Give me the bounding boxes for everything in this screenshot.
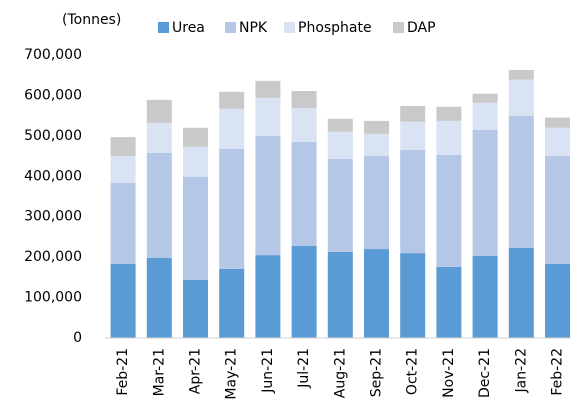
- x-tick-label: Feb-21: [115, 348, 131, 396]
- bar-segment: [545, 156, 570, 265]
- bar-segment: [110, 156, 136, 183]
- bar-segment: [255, 255, 281, 338]
- legend-label: Urea: [172, 20, 205, 36]
- bar-segment: [183, 279, 208, 338]
- bar-segment: [327, 158, 353, 252]
- y-tick-label: 700,000: [24, 47, 82, 63]
- bar-segment: [472, 129, 498, 256]
- bar-segment: [545, 117, 570, 128]
- legend-swatch: [158, 22, 169, 33]
- bar-segment: [508, 79, 534, 116]
- bar-segment: [219, 91, 245, 109]
- bar-segment: [364, 120, 389, 134]
- y-tick-label: 0: [73, 330, 82, 346]
- y-tick-label: 300,000: [24, 209, 82, 225]
- bar-segment: [146, 122, 172, 153]
- x-tick-label: Dec-21: [477, 348, 493, 398]
- bar-segment: [219, 108, 245, 149]
- x-tick-label: Nov-21: [441, 348, 457, 398]
- bar-segment: [472, 93, 498, 103]
- legend-swatch: [284, 22, 295, 33]
- bar-segment: [291, 141, 317, 246]
- bar-segment: [364, 133, 389, 157]
- y-tick-label: 400,000: [24, 168, 82, 184]
- bar-segment: [219, 148, 245, 269]
- bar-segment: [183, 146, 208, 177]
- bar-segment: [291, 245, 317, 338]
- bar-segment: [291, 90, 317, 108]
- legend-swatch: [393, 22, 404, 33]
- bar-segment: [219, 268, 245, 338]
- x-tick-label: Aug-21: [332, 348, 348, 398]
- x-tick-label: Apr-21: [188, 348, 204, 394]
- y-tick-label: 200,000: [24, 249, 82, 265]
- bar-segment: [400, 150, 426, 254]
- bar-segment: [436, 106, 462, 121]
- legend-label: NPK: [239, 20, 268, 36]
- bar-segment: [110, 137, 136, 157]
- x-tick-label: Feb-22: [550, 348, 566, 396]
- bar-segment: [400, 105, 426, 122]
- y-tick-label: 600,000: [24, 87, 82, 103]
- x-tick-label: Jul-21: [296, 348, 312, 389]
- x-tick-label: May-21: [224, 348, 240, 400]
- bar-segment: [146, 257, 172, 338]
- y-tick-label: 500,000: [24, 128, 82, 144]
- bar-segment: [508, 247, 534, 338]
- x-tick-label: Mar-21: [151, 348, 167, 396]
- bar-segment: [110, 182, 136, 265]
- bar-segment: [364, 156, 389, 250]
- bar-segment: [183, 127, 208, 147]
- x-tick-label: Jan-22: [513, 348, 529, 393]
- bar-segment: [436, 266, 462, 338]
- bar-segment: [146, 99, 172, 123]
- bar-segment: [255, 97, 281, 136]
- bar-segment: [400, 253, 426, 338]
- legend-label: Phosphate: [298, 20, 372, 36]
- bar-segment: [327, 118, 353, 132]
- legend-label: DAP: [407, 20, 436, 36]
- bar-segment: [436, 154, 462, 267]
- x-tick-label: Oct-21: [405, 348, 421, 395]
- y-tick-label: 100,000: [24, 290, 82, 306]
- bar-segment: [545, 264, 570, 338]
- bar-segment: [545, 127, 570, 157]
- bar-segment: [472, 255, 498, 338]
- bar-segment: [327, 131, 353, 159]
- bar-segment: [327, 251, 353, 338]
- legend-swatch: [225, 22, 236, 33]
- unit-label: (Tonnes): [62, 12, 121, 28]
- bar-segment: [436, 120, 462, 155]
- bar-segment: [508, 115, 534, 248]
- x-tick-label: Jun-21: [260, 348, 276, 394]
- bar-segment: [508, 69, 534, 80]
- bar-segment: [291, 107, 317, 142]
- bar-segment: [146, 152, 172, 258]
- bar-segment: [255, 135, 281, 256]
- x-tick-label: Sep-21: [369, 348, 385, 397]
- bar-segment: [364, 249, 389, 338]
- bar-segment: [472, 102, 498, 130]
- bar-segment: [400, 121, 426, 151]
- bar-segment: [183, 176, 208, 280]
- bar-segment: [255, 80, 281, 98]
- bar-segment: [110, 264, 136, 338]
